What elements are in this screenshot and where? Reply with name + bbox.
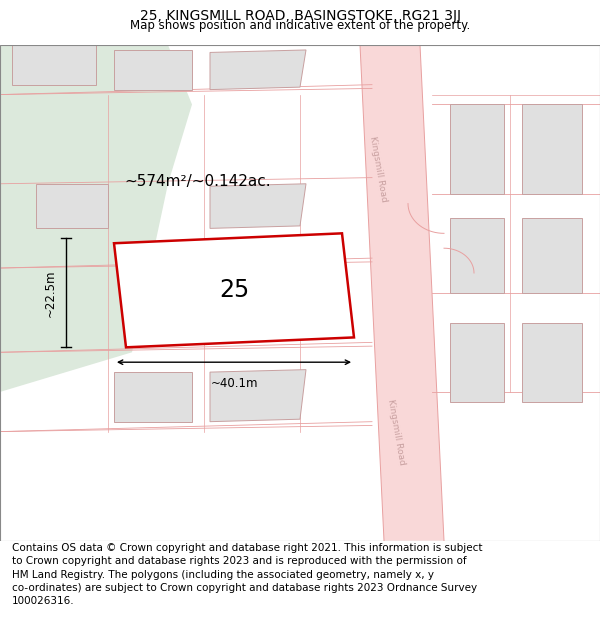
Text: ~574m²/~0.142ac.: ~574m²/~0.142ac. bbox=[125, 174, 271, 189]
Polygon shape bbox=[210, 50, 306, 89]
Text: ~40.1m: ~40.1m bbox=[210, 377, 258, 390]
Text: Contains OS data © Crown copyright and database right 2021. This information is : Contains OS data © Crown copyright and d… bbox=[12, 543, 482, 606]
Text: 25, KINGSMILL ROAD, BASINGSTOKE, RG21 3JJ: 25, KINGSMILL ROAD, BASINGSTOKE, RG21 3J… bbox=[139, 9, 461, 23]
Polygon shape bbox=[114, 50, 192, 89]
Text: Kingsmill Road: Kingsmill Road bbox=[368, 135, 388, 202]
Text: Kingsmill Road: Kingsmill Road bbox=[386, 398, 406, 465]
Polygon shape bbox=[450, 322, 504, 402]
Polygon shape bbox=[12, 45, 96, 84]
Polygon shape bbox=[36, 184, 108, 228]
Text: Map shows position and indicative extent of the property.: Map shows position and indicative extent… bbox=[130, 19, 470, 32]
Polygon shape bbox=[114, 372, 192, 422]
Polygon shape bbox=[210, 369, 306, 422]
Text: ~22.5m: ~22.5m bbox=[44, 269, 57, 316]
Polygon shape bbox=[522, 104, 582, 194]
Polygon shape bbox=[450, 219, 504, 292]
Polygon shape bbox=[522, 219, 582, 292]
Polygon shape bbox=[522, 322, 582, 402]
Text: 25: 25 bbox=[219, 278, 249, 302]
Polygon shape bbox=[0, 45, 192, 392]
Polygon shape bbox=[450, 104, 504, 194]
Polygon shape bbox=[114, 233, 354, 348]
Polygon shape bbox=[360, 45, 444, 541]
Polygon shape bbox=[210, 184, 306, 228]
